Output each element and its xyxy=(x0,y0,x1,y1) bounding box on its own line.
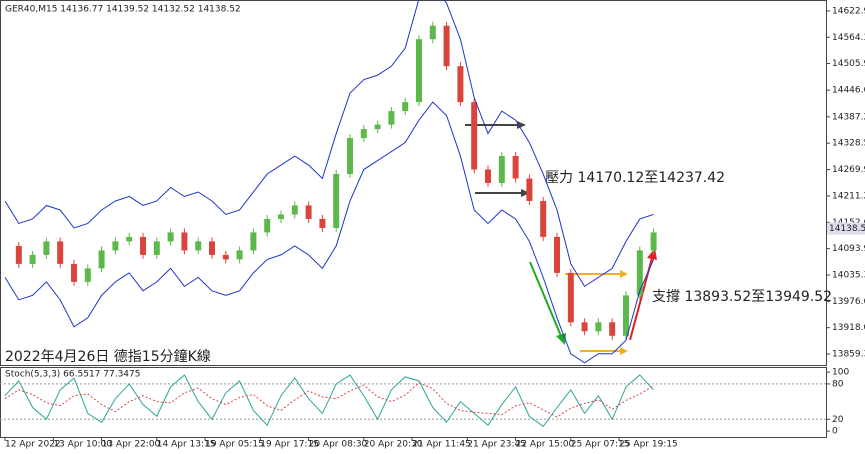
candle xyxy=(402,102,409,112)
candle xyxy=(595,322,602,332)
candle xyxy=(443,25,450,67)
candle xyxy=(609,322,616,336)
y-tick-label: 0 xyxy=(832,427,838,437)
x-tick-label: 13 Apr 10:00 xyxy=(53,440,112,450)
candle xyxy=(526,178,533,201)
stoch-line xyxy=(4,374,654,428)
candle xyxy=(29,254,36,264)
candle xyxy=(278,214,284,219)
candle xyxy=(333,174,340,228)
candle xyxy=(512,156,519,179)
stoch-line xyxy=(4,382,654,418)
candle xyxy=(305,205,312,219)
x-tick-label: 25 Apr 07:15 xyxy=(571,440,630,450)
y-tick-label: 14211.25 xyxy=(832,191,865,201)
candle xyxy=(250,232,257,251)
candle xyxy=(195,241,202,251)
candle xyxy=(540,200,547,237)
candle xyxy=(388,111,395,125)
candle xyxy=(264,218,271,233)
candle xyxy=(112,241,119,251)
candle xyxy=(153,241,160,255)
x-tick-label: 19 Apr 17:15 xyxy=(260,440,319,450)
chart-title: GER40,M15 14136.77 14139.52 14132.52 141… xyxy=(5,5,241,15)
y-tick-label: 13976.65 xyxy=(832,297,865,307)
stoch-panel xyxy=(0,367,827,438)
y-tick-label: 14269.90 xyxy=(832,165,865,175)
candle xyxy=(167,232,174,242)
candle xyxy=(498,156,505,183)
candle xyxy=(581,322,588,332)
y-tick-label: 14387.25 xyxy=(832,112,865,122)
candle xyxy=(126,236,133,242)
y-tick-label: 14328.55 xyxy=(832,139,865,149)
x-tick-label: 12 Apr 2022 xyxy=(5,440,61,450)
x-tick-label: 19 Apr 05:15 xyxy=(205,440,264,450)
candle xyxy=(554,236,560,273)
x-tick-label: 21 Apr 11:45 xyxy=(412,440,471,450)
x-tick-label: 25 Apr 19:15 xyxy=(619,440,678,450)
last-price: 14138.52 xyxy=(829,224,865,234)
y-tick-label: 13859.35 xyxy=(832,350,865,360)
price-panel xyxy=(0,0,827,366)
candle xyxy=(471,102,478,170)
candle xyxy=(319,218,326,228)
candle xyxy=(429,25,436,40)
y-tick-label: 14622.95 xyxy=(832,6,865,16)
x-tick-label: 20 Apr 08:30 xyxy=(309,440,368,450)
candle xyxy=(623,295,629,336)
x-tick-label: 22 Apr 15:00 xyxy=(516,440,575,450)
candle xyxy=(43,241,50,255)
candle xyxy=(57,241,64,264)
candle xyxy=(98,250,105,269)
candle xyxy=(236,250,243,260)
annotation: 壓力 14170.12至14237.42 xyxy=(545,170,725,186)
candle xyxy=(222,254,229,260)
candle xyxy=(457,66,464,103)
candle xyxy=(360,129,367,139)
candle xyxy=(291,205,298,215)
candle xyxy=(374,124,381,130)
y-tick-label: 14564.30 xyxy=(832,33,865,43)
y-tick-label: 13918.00 xyxy=(832,323,865,333)
band-line xyxy=(4,0,654,288)
candle xyxy=(567,272,574,323)
candle xyxy=(650,232,657,251)
candle xyxy=(181,232,188,251)
x-tick-label: 14 Apr 13:15 xyxy=(157,440,216,450)
candle xyxy=(84,268,91,282)
x-tick-label: 21 Apr 23:45 xyxy=(467,440,526,450)
candle xyxy=(140,236,146,255)
candle xyxy=(209,241,215,255)
y-tick-label: 80 xyxy=(832,379,844,389)
candle xyxy=(71,263,77,282)
y-tick-label: 14505.95 xyxy=(832,59,865,69)
y-tick-label: 100 xyxy=(832,368,849,378)
y-tick-label: 20 xyxy=(832,415,844,425)
x-tick-label: 20 Apr 20:30 xyxy=(364,440,423,450)
y-tick-label: 14446.60 xyxy=(832,86,865,96)
candle xyxy=(15,245,22,264)
y-tick-label: 14035.30 xyxy=(832,270,865,280)
candle xyxy=(485,169,491,183)
x-tick-label: 13 Apr 22:00 xyxy=(102,440,161,450)
stoch-title: Stoch(5,3,3) 66.5517 77.3475 xyxy=(5,370,140,380)
band-line xyxy=(4,101,655,364)
candle xyxy=(347,138,353,175)
last-price-box xyxy=(827,222,865,235)
candle xyxy=(416,39,422,103)
y-tick-label: 14093.95 xyxy=(832,244,865,254)
candle xyxy=(636,250,643,296)
annotation: 支撐 13893.52至13949.52 xyxy=(652,289,832,305)
annotation: 2022年4月26日 德指15分鐘K線 xyxy=(5,348,211,365)
